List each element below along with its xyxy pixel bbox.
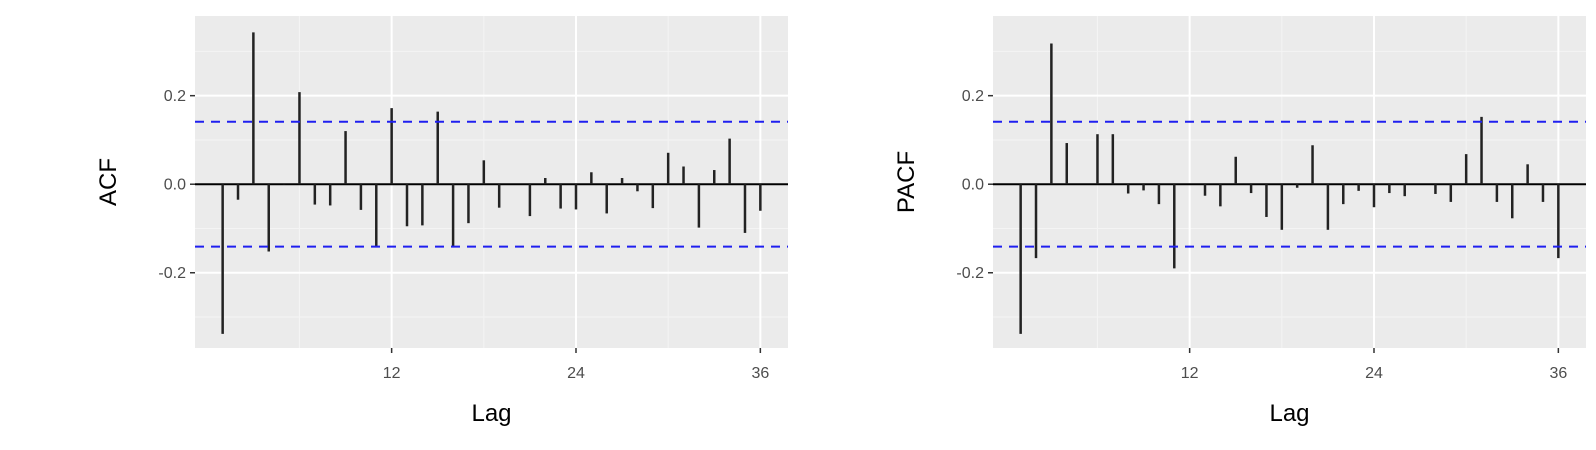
- acf-x-tick-label: 36: [751, 365, 769, 382]
- acf-y-tick-label: -0.2: [158, 265, 186, 282]
- acf-bars: [221, 32, 762, 334]
- pacf-x-tick-label: 12: [1181, 365, 1199, 382]
- pacf-x-axis-title: Lag: [1269, 400, 1309, 427]
- acf-minor-grid: [195, 16, 788, 348]
- pacf-y-tick-label: -0.2: [956, 265, 984, 282]
- pacf-minor-grid: [993, 16, 1586, 348]
- acf-panel-background: [195, 16, 788, 348]
- acf-x-tick-label: 12: [383, 365, 401, 382]
- pacf-panel-background: [993, 16, 1586, 348]
- acf-x-tick-label: 24: [567, 365, 585, 382]
- acf-y-tick-label: 0.2: [164, 88, 186, 105]
- acf-x-axis: 12 24 36: [383, 348, 769, 382]
- acf-chart: -0.2 0.0 0.2 12 24 36 Lag ACF: [95, 16, 788, 427]
- pacf-x-axis: 12 24 36: [1181, 348, 1567, 382]
- acf-y-axis: -0.2 0.0 0.2: [158, 88, 195, 282]
- acf-y-axis-title: ACF: [95, 158, 122, 206]
- pacf-chart: -0.2 0.0 0.2 12 24 36 Lag PACF: [893, 16, 1586, 427]
- pacf-y-axis-title: PACF: [893, 151, 920, 213]
- acf-y-tick-label: 0.0: [164, 177, 186, 194]
- pacf-y-axis: -0.2 0.0 0.2: [956, 88, 993, 282]
- pacf-x-tick-label: 36: [1549, 365, 1567, 382]
- pacf-y-tick-label: 0.0: [962, 177, 984, 194]
- acf-x-axis-title: Lag: [471, 400, 511, 427]
- pacf-x-tick-label: 24: [1365, 365, 1383, 382]
- pacf-y-tick-label: 0.2: [962, 88, 984, 105]
